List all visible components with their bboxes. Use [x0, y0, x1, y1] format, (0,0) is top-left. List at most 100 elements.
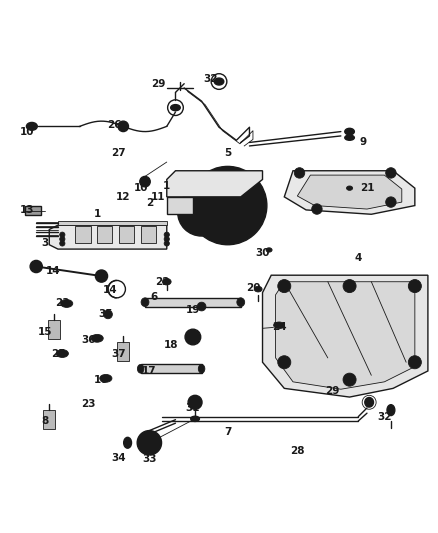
Text: 14: 14 — [103, 286, 117, 295]
Circle shape — [197, 302, 206, 311]
Text: 34: 34 — [112, 453, 126, 463]
Ellipse shape — [141, 298, 149, 306]
Circle shape — [215, 192, 241, 219]
Text: 22: 22 — [155, 277, 170, 287]
Text: 12: 12 — [116, 192, 131, 202]
Ellipse shape — [237, 298, 245, 306]
Circle shape — [281, 359, 288, 366]
Circle shape — [60, 241, 65, 246]
Circle shape — [95, 270, 108, 282]
Circle shape — [118, 121, 128, 132]
Text: 10: 10 — [134, 183, 148, 193]
Circle shape — [294, 168, 305, 178]
Text: 27: 27 — [112, 148, 126, 158]
Circle shape — [141, 434, 158, 451]
Text: 33: 33 — [142, 454, 157, 464]
Text: 1: 1 — [163, 181, 170, 191]
Text: 17: 17 — [142, 366, 157, 376]
Text: 24: 24 — [272, 322, 287, 333]
Ellipse shape — [365, 398, 374, 407]
Circle shape — [199, 177, 256, 234]
Circle shape — [208, 186, 247, 225]
Text: 35: 35 — [99, 309, 113, 319]
Ellipse shape — [125, 439, 130, 447]
Text: 25: 25 — [51, 349, 65, 359]
Ellipse shape — [387, 405, 395, 416]
Circle shape — [164, 241, 170, 246]
Circle shape — [386, 168, 396, 178]
Ellipse shape — [198, 365, 205, 373]
Circle shape — [144, 438, 155, 448]
Text: 14: 14 — [46, 266, 61, 276]
Text: 13: 13 — [20, 205, 35, 215]
Circle shape — [137, 431, 162, 455]
Text: 31: 31 — [186, 403, 200, 413]
Circle shape — [221, 199, 234, 212]
Text: 29: 29 — [325, 385, 339, 395]
Polygon shape — [284, 171, 415, 214]
Ellipse shape — [274, 322, 285, 328]
Ellipse shape — [56, 350, 68, 358]
Ellipse shape — [102, 376, 110, 381]
Ellipse shape — [346, 186, 353, 190]
Polygon shape — [119, 226, 134, 243]
Polygon shape — [167, 171, 262, 197]
Text: 37: 37 — [112, 349, 126, 359]
Circle shape — [278, 279, 291, 293]
Circle shape — [281, 282, 288, 289]
Text: 30: 30 — [255, 248, 270, 259]
Polygon shape — [117, 342, 129, 361]
Text: 8: 8 — [41, 416, 49, 426]
Text: 2: 2 — [146, 198, 153, 208]
Circle shape — [343, 373, 356, 386]
Text: 16: 16 — [94, 375, 109, 385]
Text: 15: 15 — [38, 327, 52, 337]
Circle shape — [346, 376, 353, 383]
Circle shape — [140, 176, 150, 187]
Circle shape — [164, 232, 170, 237]
Ellipse shape — [62, 301, 71, 306]
Text: 6: 6 — [150, 292, 157, 302]
Text: 23: 23 — [55, 298, 70, 309]
Polygon shape — [262, 275, 428, 397]
Circle shape — [188, 166, 267, 245]
Text: 3: 3 — [41, 238, 49, 247]
Text: 26: 26 — [107, 120, 122, 130]
Text: 23: 23 — [81, 399, 95, 409]
Circle shape — [312, 204, 322, 214]
Polygon shape — [145, 298, 241, 306]
Text: 7: 7 — [224, 427, 231, 437]
Text: 18: 18 — [164, 340, 178, 350]
Ellipse shape — [124, 437, 131, 448]
Polygon shape — [47, 320, 60, 339]
Circle shape — [164, 237, 170, 241]
Text: 5: 5 — [224, 148, 231, 158]
Ellipse shape — [266, 248, 272, 252]
Ellipse shape — [60, 300, 73, 308]
Text: 36: 36 — [81, 335, 95, 345]
Ellipse shape — [91, 334, 103, 342]
Ellipse shape — [162, 278, 171, 285]
Ellipse shape — [191, 416, 199, 422]
Circle shape — [278, 356, 291, 369]
Polygon shape — [141, 226, 156, 243]
Text: 32: 32 — [377, 411, 392, 422]
Text: 4: 4 — [355, 253, 362, 263]
Ellipse shape — [58, 351, 67, 356]
Circle shape — [30, 261, 42, 272]
Ellipse shape — [171, 104, 180, 111]
Circle shape — [411, 359, 418, 366]
Text: 21: 21 — [360, 183, 374, 193]
Ellipse shape — [254, 286, 262, 292]
Ellipse shape — [26, 123, 37, 130]
Ellipse shape — [214, 78, 224, 85]
Polygon shape — [43, 410, 55, 429]
Text: 1: 1 — [93, 209, 101, 219]
Circle shape — [184, 195, 219, 230]
Polygon shape — [167, 197, 193, 214]
Text: 11: 11 — [151, 192, 165, 202]
Ellipse shape — [93, 336, 102, 341]
Circle shape — [178, 188, 226, 236]
Text: 19: 19 — [186, 305, 200, 315]
Circle shape — [411, 282, 418, 289]
